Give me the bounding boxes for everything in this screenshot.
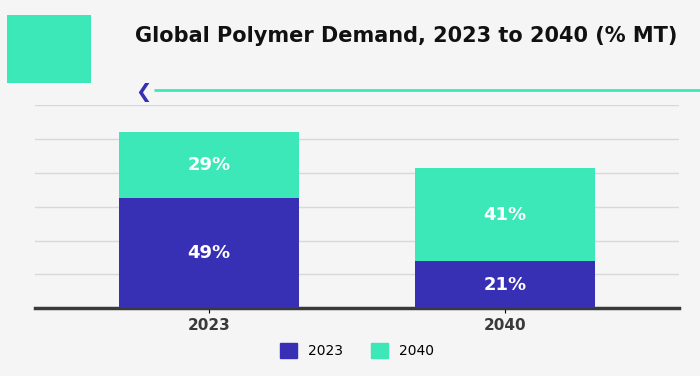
Bar	[415, 168, 595, 261]
Text: 41%: 41%	[484, 206, 526, 224]
Bar	[119, 198, 299, 308]
Bar	[415, 261, 595, 308]
Text: 49%: 49%	[188, 244, 230, 262]
Text: 29%: 29%	[188, 156, 230, 174]
Text: ❮: ❮	[135, 83, 152, 102]
Legend: 2023, 2040: 2023, 2040	[280, 343, 434, 358]
Bar	[119, 132, 299, 198]
Text: 21%: 21%	[484, 276, 526, 294]
Text: Global Polymer Demand, 2023 to 2040 (% MT): Global Polymer Demand, 2023 to 2040 (% M…	[135, 26, 677, 46]
